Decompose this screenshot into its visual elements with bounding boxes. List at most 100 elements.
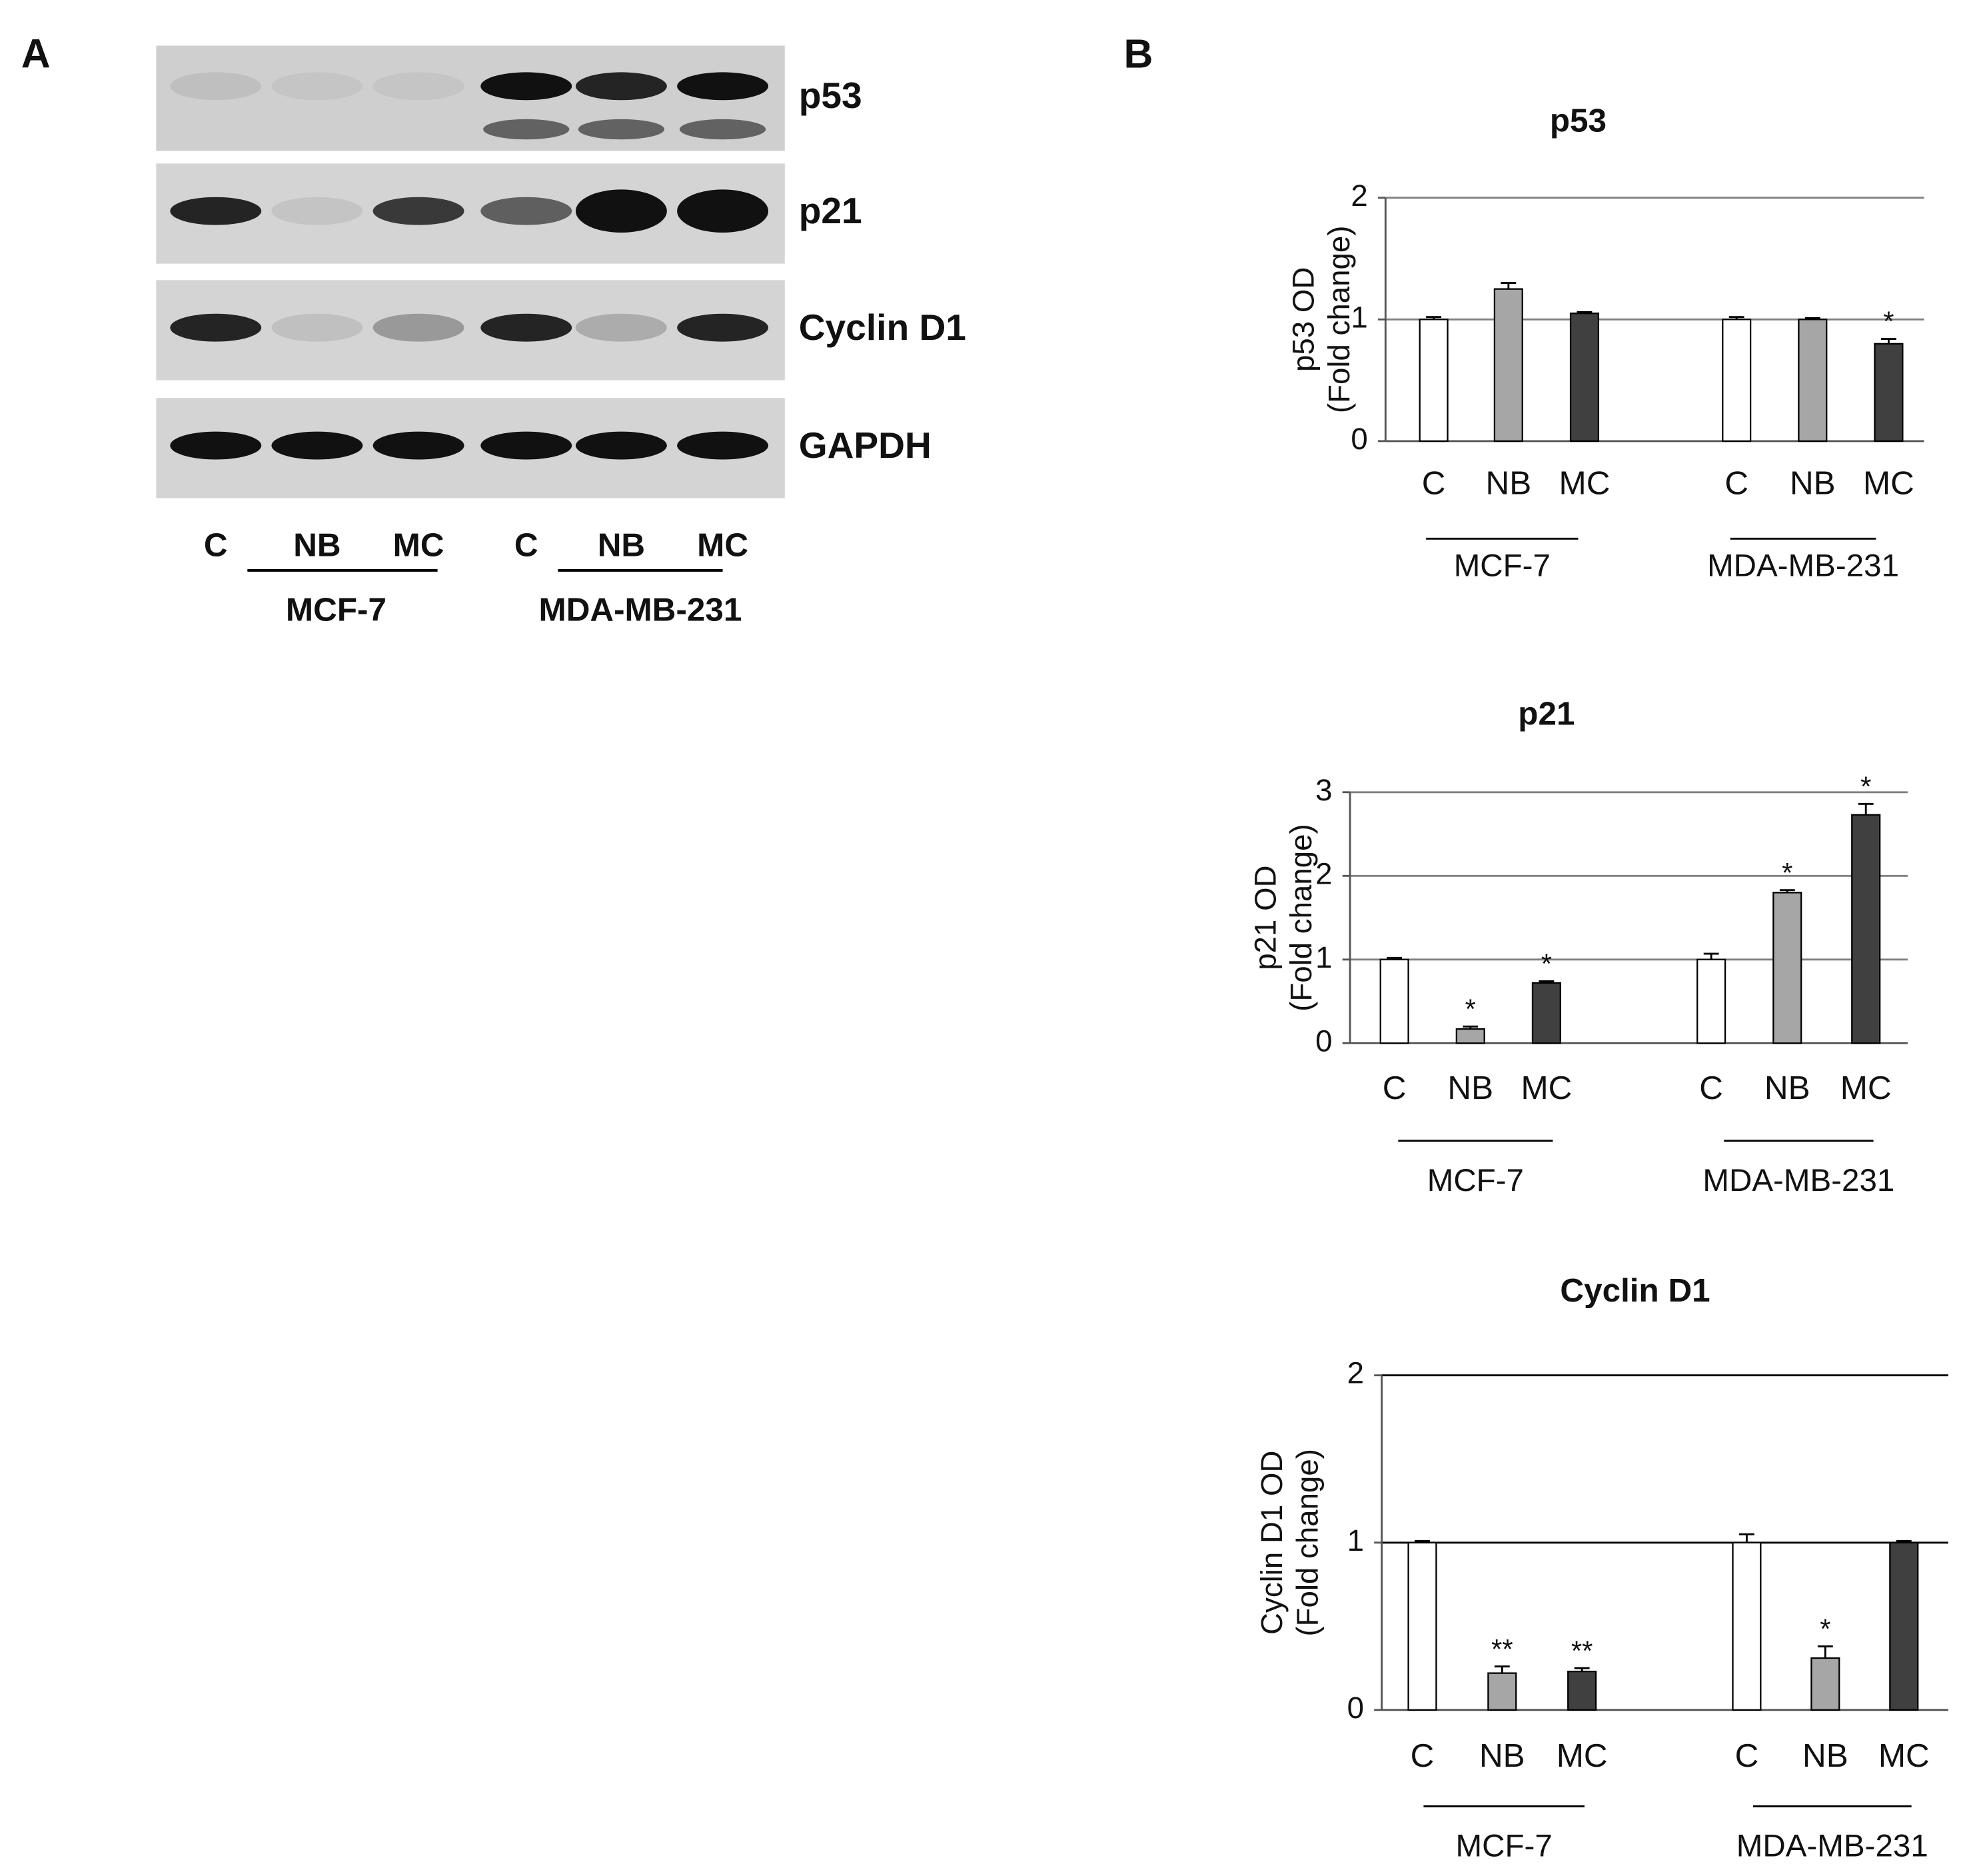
blot-band xyxy=(170,313,262,342)
blot-band xyxy=(480,197,572,225)
x-tick-label: MC xyxy=(1559,465,1611,502)
bar xyxy=(1810,1657,1840,1711)
bar xyxy=(1874,343,1904,443)
x-tick-label: MC xyxy=(1557,1737,1608,1774)
blot-band xyxy=(372,72,464,101)
x-tick-label: NB xyxy=(1479,1737,1525,1774)
chart-title: p21 xyxy=(1518,696,1575,732)
blot-band xyxy=(575,189,667,233)
x-tick-label: NB xyxy=(1802,1737,1848,1774)
error-bar xyxy=(1896,1539,1912,1543)
blot-band xyxy=(677,431,769,460)
bar xyxy=(1889,1541,1919,1711)
error-bar xyxy=(1415,1539,1430,1543)
lane-label: MC xyxy=(393,527,444,564)
bar xyxy=(1487,1672,1517,1711)
panel-label: A xyxy=(21,31,51,77)
protein-label: p21 xyxy=(799,190,862,231)
error-bar xyxy=(1779,889,1795,893)
bar xyxy=(1407,1541,1437,1711)
x-tick-label: C xyxy=(1735,1737,1759,1774)
blot-band xyxy=(483,119,570,140)
blot-band xyxy=(677,313,769,342)
blot-band xyxy=(480,313,572,342)
significance-mark: * xyxy=(1820,1613,1830,1645)
blot-band xyxy=(677,72,769,101)
group-label: MCF-7 xyxy=(1454,548,1551,584)
blot-band xyxy=(170,197,262,225)
lane-label: NB xyxy=(598,527,645,564)
significance-mark: ** xyxy=(1491,1633,1513,1665)
blot-band xyxy=(575,72,667,101)
blot-band xyxy=(372,313,464,342)
error-bar xyxy=(1577,311,1593,314)
x-tick-label: NB xyxy=(1485,465,1531,502)
y-tick-label: 1 xyxy=(1347,1523,1364,1557)
protein-label: Cyclin D1 xyxy=(799,307,966,348)
bar xyxy=(1772,892,1802,1044)
bar xyxy=(1798,319,1828,443)
error-bar xyxy=(1574,1667,1590,1672)
bar xyxy=(1722,319,1752,443)
error-bar xyxy=(1387,956,1403,960)
x-tick-label: NB xyxy=(1790,465,1836,502)
blot-band xyxy=(271,72,363,101)
error-bar xyxy=(1858,802,1874,815)
x-tick-label: C xyxy=(1724,465,1748,502)
y-axis-label: (Fold change) xyxy=(1322,226,1356,414)
lane-label: C xyxy=(204,527,228,564)
y-axis-label: (Fold change) xyxy=(1290,1449,1324,1637)
blot-band xyxy=(480,72,572,101)
lane-label: MC xyxy=(697,527,748,564)
x-tick-label: NB xyxy=(1447,1070,1493,1106)
blot-band xyxy=(575,313,667,342)
blot-band xyxy=(271,197,363,225)
x-tick-label: C xyxy=(1699,1070,1723,1106)
group-label: MDA-MB-231 xyxy=(1736,1829,1928,1864)
y-tick-label: 1 xyxy=(1351,300,1367,334)
significance-mark: * xyxy=(1465,993,1476,1024)
blot-band xyxy=(170,431,262,460)
bar xyxy=(1696,958,1726,1044)
x-tick-label: MC xyxy=(1878,1737,1930,1774)
protein-label: p53 xyxy=(799,75,862,116)
lane-label: C xyxy=(514,527,538,564)
error-bar xyxy=(1804,317,1820,320)
significance-mark: * xyxy=(1782,857,1792,888)
x-tick-label: C xyxy=(1411,1737,1435,1774)
y-axis-label: p53 OD xyxy=(1287,267,1321,372)
significance-mark: * xyxy=(1541,948,1552,980)
bar xyxy=(1567,1670,1597,1711)
y-tick-label: 2 xyxy=(1351,179,1367,213)
bar xyxy=(1493,288,1523,443)
x-tick-label: MC xyxy=(1863,465,1914,502)
error-bar xyxy=(1703,952,1719,960)
error-bar xyxy=(1728,316,1744,320)
y-axis-label: (Fold change) xyxy=(1284,824,1318,1012)
y-tick-label: 2 xyxy=(1347,1356,1364,1390)
group-label: MDA-MB-231 xyxy=(539,592,742,628)
y-axis-label: Cyclin D1 OD xyxy=(1255,1451,1289,1635)
bar xyxy=(1531,982,1561,1044)
x-tick-label: MC xyxy=(1521,1070,1572,1106)
bar xyxy=(1419,319,1449,443)
x-tick-label: C xyxy=(1422,465,1446,502)
group-label: MDA-MB-231 xyxy=(1707,548,1899,584)
blot-band xyxy=(679,119,766,140)
significance-mark: ** xyxy=(1571,1635,1593,1666)
bar xyxy=(1455,1028,1485,1044)
error-bar xyxy=(1426,316,1442,320)
y-tick-label: 0 xyxy=(1347,1691,1364,1725)
group-label: MCF-7 xyxy=(1456,1829,1553,1864)
x-tick-label: MC xyxy=(1840,1070,1892,1106)
error-bar xyxy=(1739,1533,1754,1543)
panel-label: B xyxy=(1123,31,1153,77)
group-label: MCF-7 xyxy=(286,592,386,628)
group-label: MDA-MB-231 xyxy=(1702,1163,1894,1198)
error-bar xyxy=(1463,1025,1479,1030)
error-bar xyxy=(1881,338,1896,344)
y-tick-label: 1 xyxy=(1315,940,1332,974)
lane-label: NB xyxy=(293,527,340,564)
error-bar xyxy=(1494,1665,1510,1673)
